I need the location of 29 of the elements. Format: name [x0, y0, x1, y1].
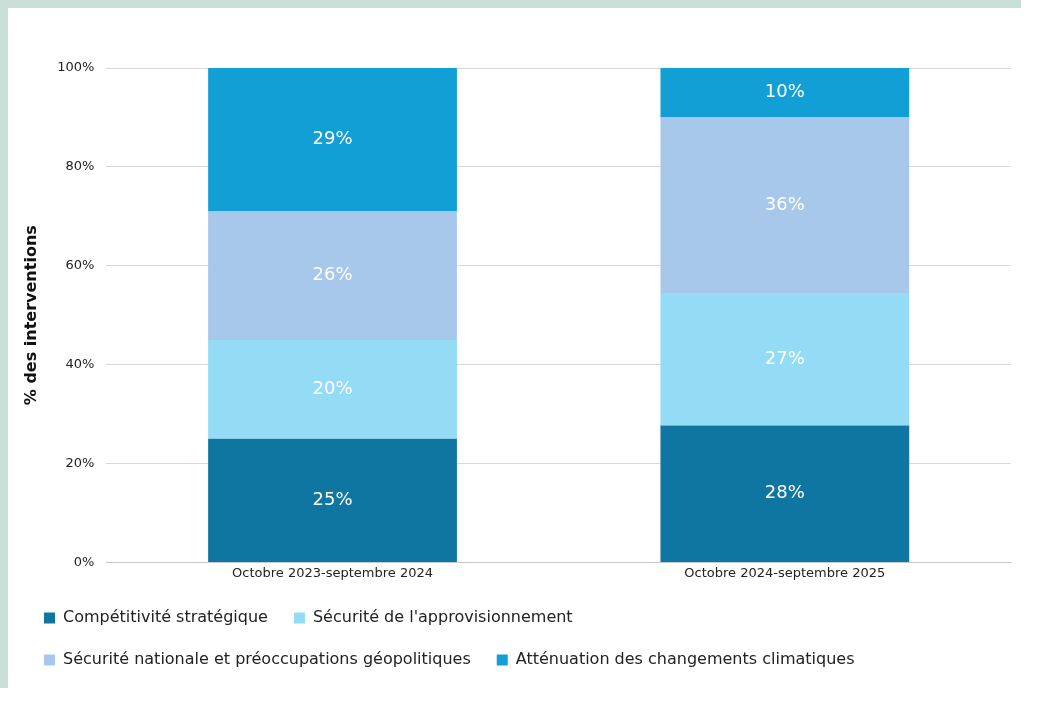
y-tick-label: 20%: [65, 454, 95, 470]
legend-label: Compétitivité stratégique: [63, 607, 268, 627]
bar: [660, 425, 910, 562]
y-tick-label: 80%: [65, 158, 95, 174]
x-tick-label: Octobre 2024-septembre 2025: [684, 564, 886, 580]
y-tick-label: 0%: [73, 553, 95, 569]
bar: [208, 339, 457, 439]
data-label: 20%: [312, 377, 353, 399]
data-label: 26%: [312, 263, 353, 285]
data-label: 10%: [764, 80, 805, 102]
y-tick-label: 100%: [57, 59, 95, 75]
data-label: 27%: [764, 346, 805, 368]
legend-label: Atténuation des changements climatiques: [515, 649, 855, 669]
legend-label: Sécurité de l'approvisionnement: [312, 607, 573, 627]
bar: [660, 292, 910, 426]
legend-label: Sécurité nationale et préoccupations géopolitiques: [63, 649, 471, 669]
data-label: 36%: [764, 192, 805, 214]
bar: [208, 438, 457, 562]
bar: [208, 68, 457, 212]
data-label: 25%: [312, 488, 353, 510]
bar: [208, 211, 457, 340]
bar: [660, 117, 910, 293]
data-label: 29%: [312, 127, 353, 149]
x-tick-label: Octobre 2023-septembre 2024: [232, 564, 434, 580]
bar: [660, 68, 910, 118]
y-tick-label: 60%: [65, 257, 95, 273]
data-label: 28%: [764, 481, 805, 503]
y-axis-title: % des interventions: [20, 225, 40, 406]
y-tick-label: 40%: [65, 356, 95, 372]
